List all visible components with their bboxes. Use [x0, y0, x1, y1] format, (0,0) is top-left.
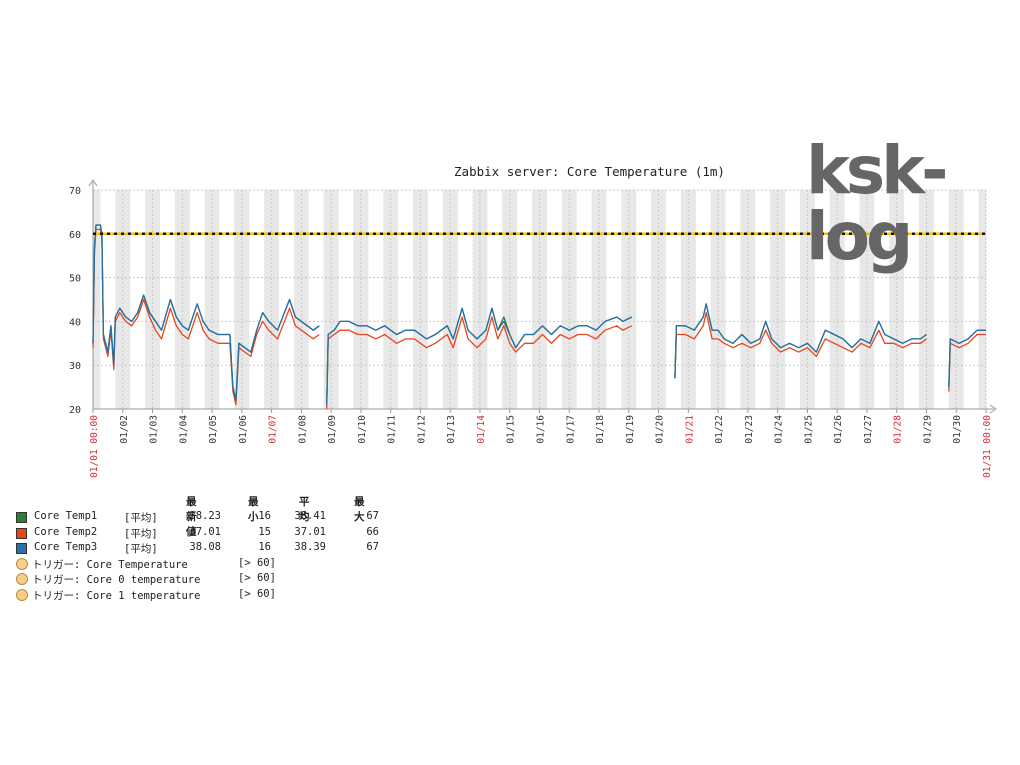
x-tick-label: 01/25	[803, 415, 814, 444]
legend-series-name: Core Temp3	[34, 541, 98, 553]
x-tick-label: 01/03	[149, 415, 160, 444]
y-tick-label: 20	[69, 405, 81, 416]
watermark-logo: ksk-log	[806, 132, 948, 275]
legend-function: [平均]	[124, 512, 158, 524]
legend-avg-value: 38.41	[294, 510, 326, 522]
legend-swatch	[16, 543, 27, 554]
legend-avg-value: 37.01	[294, 525, 326, 538]
legend-min-value: 15	[258, 525, 271, 538]
trigger-label: トリガー: Core Temperature	[32, 558, 188, 571]
x-tick-label: 01/09	[327, 415, 338, 444]
x-tick-label: 01/18	[595, 415, 606, 444]
legend-last-value: 37.01	[189, 525, 221, 538]
night-band	[93, 190, 101, 409]
legend-series-name: Core Temp2	[34, 525, 98, 538]
x-tick-label: 01/04	[178, 415, 189, 444]
trigger-icon	[16, 557, 28, 570]
y-tick-label: 70	[69, 186, 81, 197]
legend-swatch	[16, 527, 27, 539]
x-tick-label: 01/14	[476, 415, 487, 444]
x-tick-label: 01/01 00:00	[89, 415, 100, 478]
x-axis-arrow	[989, 404, 997, 414]
x-tick-label: 01/16	[536, 415, 547, 444]
x-tick-label: 01/31 00:00	[982, 415, 993, 478]
x-tick-label: 01/22	[714, 415, 725, 444]
legend-header-min: 最小	[248, 496, 259, 523]
x-tick-label: 01/07	[268, 415, 279, 444]
trigger-label: トリガー: Core 1 temperature	[32, 589, 201, 602]
x-tick-label: 01/23	[744, 415, 755, 444]
series-line-core-temp2	[92, 228, 986, 410]
legend-last-value: 38.23	[189, 510, 221, 522]
night-band	[978, 190, 986, 409]
trigger-condition: [> 60]	[238, 556, 276, 569]
y-axis-arrow	[88, 179, 98, 187]
y-tick-label: 50	[69, 274, 81, 285]
x-tick-label: 01/15	[506, 415, 517, 444]
x-tick-label: 01/13	[446, 415, 457, 444]
legend-function: [平均]	[124, 527, 158, 540]
legend-last-value: 38.08	[189, 541, 221, 553]
legend-min-value: 16	[258, 510, 271, 522]
legend-header-last: 最新値	[186, 496, 197, 538]
x-tick-label: 01/27	[863, 415, 874, 444]
x-tick-label: 01/21	[684, 415, 695, 444]
trigger-condition: [> 60]	[238, 587, 276, 600]
legend-max-value: 66	[366, 525, 379, 538]
legend-series-name: Core Temp1	[34, 510, 98, 522]
legend-header-avg: 平均	[299, 496, 310, 523]
x-tick-label: 01/19	[625, 415, 636, 444]
legend-max-value: 67	[366, 510, 379, 522]
chart-title: Zabbix server: Core Temperature (1m)	[454, 164, 725, 179]
series-line-core-temp3	[92, 224, 986, 405]
legend-max-value: 67	[366, 541, 379, 553]
trigger-icon	[16, 573, 28, 585]
legend-min-value: 16	[258, 541, 271, 553]
x-tick-label: 01/29	[922, 415, 933, 444]
x-tick-label: 01/06	[238, 415, 249, 444]
x-tick-label: 01/10	[357, 415, 368, 444]
x-tick-label: 01/24	[774, 415, 785, 444]
x-tick-label: 01/02	[119, 415, 130, 444]
trigger-condition: [> 60]	[238, 572, 276, 584]
legend-avg-value: 38.39	[294, 541, 326, 553]
legend-swatch	[16, 512, 27, 523]
legend-header-max: 最大	[354, 496, 365, 523]
x-tick-label: 01/20	[655, 415, 666, 444]
x-tick-label: 01/05	[208, 415, 219, 444]
x-tick-label: 01/26	[833, 415, 844, 444]
y-tick-label: 30	[69, 361, 81, 372]
x-tick-label: 01/11	[387, 415, 398, 444]
trigger-label: トリガー: Core 0 temperature	[32, 574, 201, 586]
x-tick-label: 01/17	[565, 415, 576, 444]
y-tick-label: 40	[69, 317, 81, 328]
trigger-icon	[16, 588, 28, 601]
legend-function: [平均]	[124, 543, 158, 555]
x-tick-label: 01/30	[952, 415, 963, 444]
x-tick-label: 01/12	[416, 415, 427, 444]
y-tick-label: 60	[69, 230, 81, 241]
x-tick-label: 01/08	[297, 415, 308, 444]
x-tick-label: 01/28	[893, 415, 904, 444]
temperature-chart: 20 30 40 50 60 70 01/01 00:00 01/02 01/03 01/04 01…	[69, 164, 997, 478]
